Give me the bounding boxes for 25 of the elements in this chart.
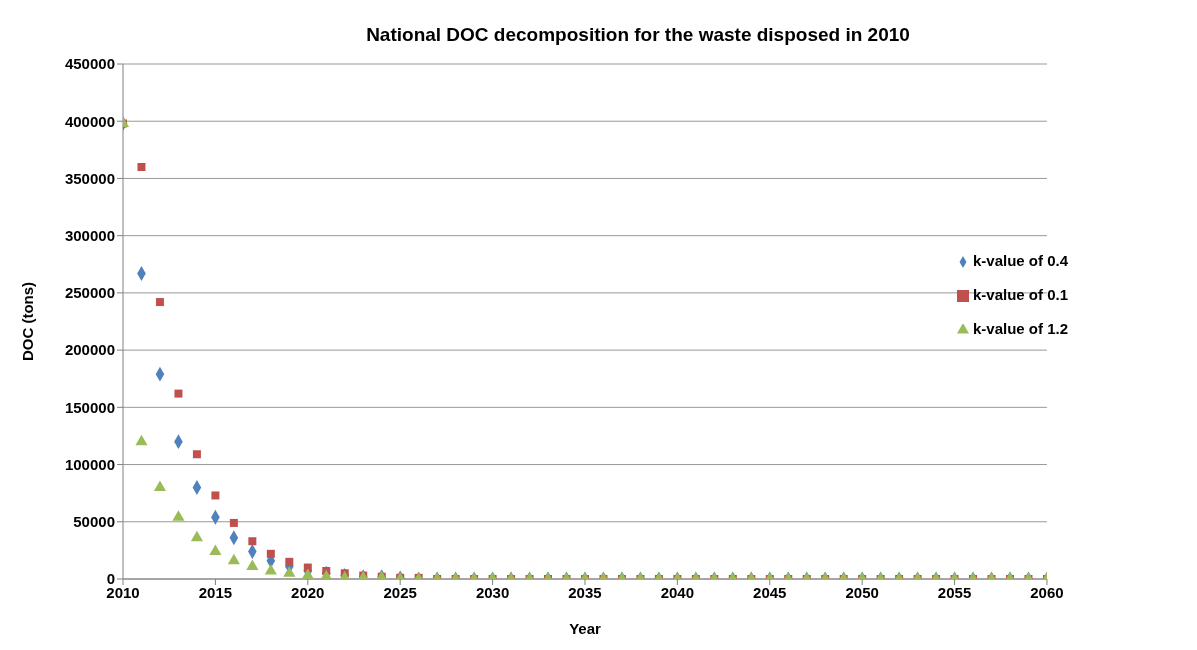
legend-label: k-value of 1.2 <box>972 320 1068 337</box>
y-tick-label: 200000 <box>64 341 115 359</box>
x-tick-label: 2030 <box>475 583 510 601</box>
x-tick-label: 2025 <box>383 583 417 601</box>
y-tick-label: 50000 <box>73 513 115 531</box>
x-tick-label: 2050 <box>845 583 879 601</box>
x-tick-label: 2045 <box>753 583 787 601</box>
x-axis-title: Year <box>569 620 601 637</box>
legend-label: k-value of 0.1 <box>972 286 1068 303</box>
y-tick-label: 400000 <box>64 112 115 130</box>
y-axis-title: DOC (tons) <box>19 281 37 362</box>
y-tick-label: 150000 <box>64 398 115 416</box>
x-tick-label: 2040 <box>660 583 695 601</box>
y-tick-label: 450000 <box>64 55 115 73</box>
x-tick-label: 2055 <box>937 583 972 601</box>
y-tick-label: 300000 <box>64 226 115 244</box>
x-tick-label: 2020 <box>291 583 325 601</box>
x-tick-label: 2015 <box>198 583 233 601</box>
y-tick-label: 100000 <box>64 455 115 473</box>
x-tick-label: 2035 <box>568 583 602 601</box>
y-tick-label: 250000 <box>64 284 115 302</box>
x-tick-label: 2060 <box>1030 583 1064 601</box>
legend-label: k-value of 0.4 <box>972 252 1068 269</box>
chart-title: National DOC decomposition for the waste disposed in 2010 <box>365 23 911 47</box>
y-tick-label: 350000 <box>64 169 115 187</box>
